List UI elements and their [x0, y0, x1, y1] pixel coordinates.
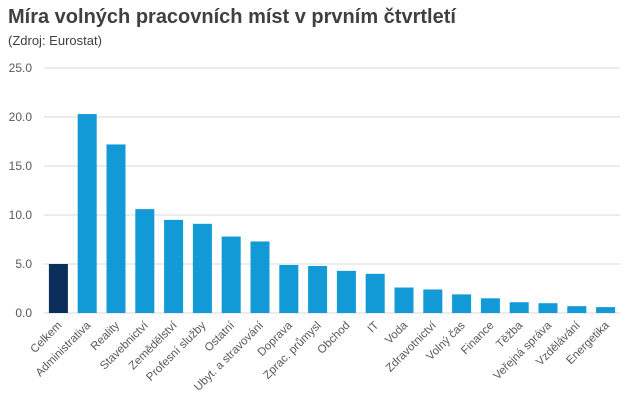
y-tick-label: 20.0 [9, 110, 33, 124]
x-axis: CelkemAdministrativaRealityStavebnictvíZ… [28, 319, 612, 394]
bar-13 [394, 287, 414, 313]
bar-10 [308, 265, 328, 313]
bar-20 [596, 307, 616, 313]
y-tick-label: 5.0 [15, 257, 32, 271]
bar-2 [77, 114, 97, 313]
bar-14 [423, 289, 443, 313]
y-tick-label: 0.0 [15, 306, 32, 320]
y-tick-label: 10.0 [9, 208, 33, 222]
y-tick-label: 15.0 [9, 159, 33, 173]
category-label: Obchod [316, 320, 353, 357]
bar-12 [365, 273, 385, 313]
bar-19 [567, 306, 587, 313]
bar-7 [221, 236, 241, 313]
bar-1 [48, 264, 68, 313]
bar-9 [279, 264, 299, 313]
chart-subtitle: (Zdroj: Eurostat) [8, 33, 102, 48]
y-axis: 0.0 5.0 10.0 15.0 20.0 25.0 [9, 61, 33, 320]
bar-18 [538, 303, 558, 313]
bar-11 [336, 270, 356, 313]
bars [48, 114, 616, 313]
bar-16 [480, 298, 500, 313]
chart-title: Míra volných pracovních míst v prvním čt… [8, 6, 456, 28]
y-tick-label: 25.0 [9, 61, 33, 75]
bar-3 [106, 144, 126, 313]
gridlines [44, 67, 620, 314]
bar-15 [452, 294, 472, 313]
category-label: IT [366, 320, 382, 336]
bar-5 [164, 219, 184, 313]
bar-4 [135, 209, 155, 313]
bar-8 [250, 241, 270, 313]
bar-17 [509, 302, 529, 313]
bar-6 [192, 223, 212, 313]
